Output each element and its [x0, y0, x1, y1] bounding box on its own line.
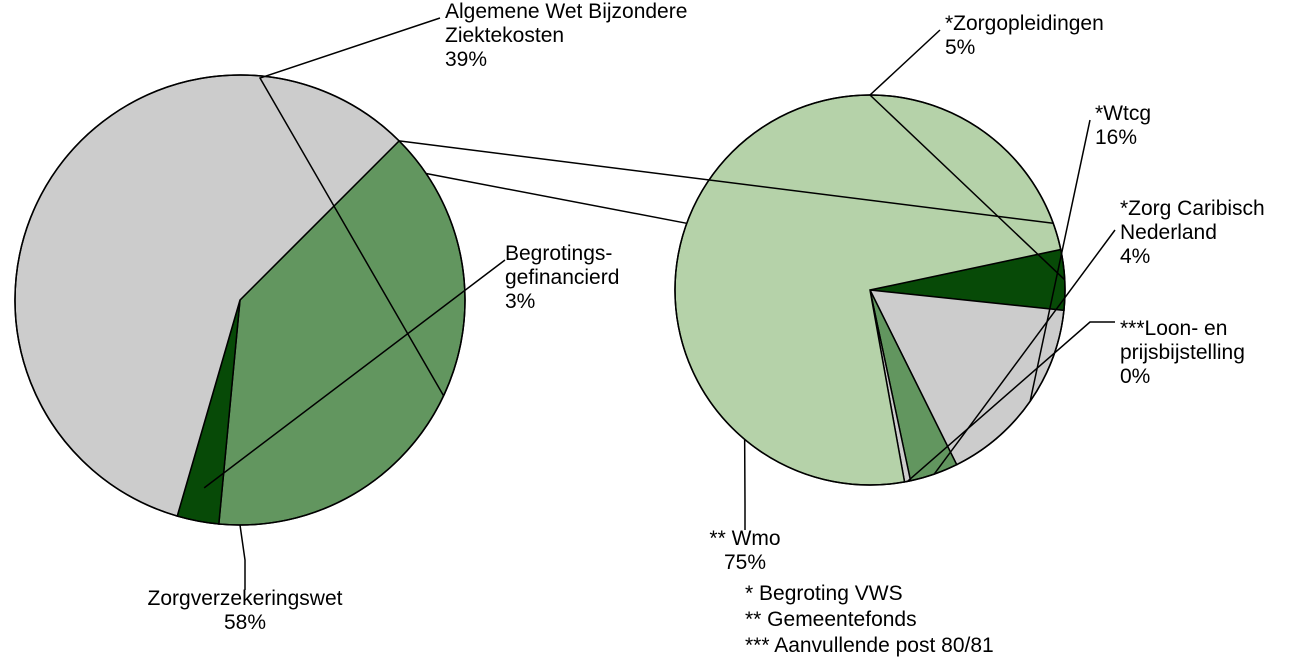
label-wtcg: *Wtcg16%: [1095, 102, 1151, 149]
label-zorgverzekering-line-0: Zorgverzekeringswet: [148, 587, 343, 610]
label-awbz-line-2: 39%: [445, 48, 487, 71]
label-zorg-caribisch-line-2: 4%: [1120, 245, 1150, 268]
label-zorgopleidingen-line-0: *Zorgopleidingen: [945, 12, 1104, 35]
right-pie: [675, 95, 1065, 485]
label-begrotings: Begrotings-gefinancierd3%: [505, 242, 619, 313]
label-begrotings-line-1: gefinancierd: [505, 266, 619, 289]
label-awbz-line-0: Algemene Wet Bijzondere: [445, 0, 687, 23]
leader-zorgverzekering: [240, 525, 245, 590]
label-awbz-line-1: Ziektekosten: [445, 24, 564, 47]
left-pie: [15, 75, 465, 525]
label-zorg-caribisch: *Zorg CaribischNederland4%: [1120, 197, 1265, 268]
label-zorgverzekering-line-1: 58%: [224, 611, 266, 634]
label-awbz: Algemene Wet BijzondereZiektekosten39%: [445, 0, 687, 71]
label-wtcg-line-1: 16%: [1095, 126, 1137, 149]
pie-breakdown-chart: Algemene Wet BijzondereZiektekosten39% Be…: [0, 0, 1300, 661]
footnote-line-2: *** Aanvullende post 80/81: [745, 634, 994, 657]
label-zorgopleidingen: *Zorgopleidingen5%: [945, 12, 1104, 59]
footnote-line-1: ** Gemeentefonds: [745, 608, 917, 631]
connector-bottom: [426, 174, 687, 224]
label-zorgopleidingen-line-1: 5%: [945, 36, 975, 59]
label-begrotings-line-2: 3%: [505, 290, 535, 313]
label-loon-prijs-line-1: prijsbijstelling: [1120, 341, 1245, 364]
label-zorg-caribisch-line-0: *Zorg Caribisch: [1120, 197, 1265, 220]
label-zorgverzekering: Zorgverzekeringswet58%: [148, 587, 343, 634]
label-wmo-line-1: 75%: [724, 551, 766, 574]
label-zorg-caribisch-line-1: Nederland: [1120, 221, 1217, 244]
label-wmo-line-0: ** Wmo: [709, 527, 780, 550]
label-loon-prijs-line-0: ***Loon- en: [1120, 317, 1227, 340]
footnote-line-0: * Begroting VWS: [745, 582, 903, 605]
label-loon-prijs-line-2: 0%: [1120, 365, 1150, 388]
label-wmo: ** Wmo75%: [709, 527, 780, 574]
label-begrotings-line-0: Begrotings-: [505, 242, 612, 265]
label-loon-prijs: ***Loon- enprijsbijstelling0%: [1120, 317, 1245, 388]
label-wtcg-line-0: *Wtcg: [1095, 102, 1151, 125]
